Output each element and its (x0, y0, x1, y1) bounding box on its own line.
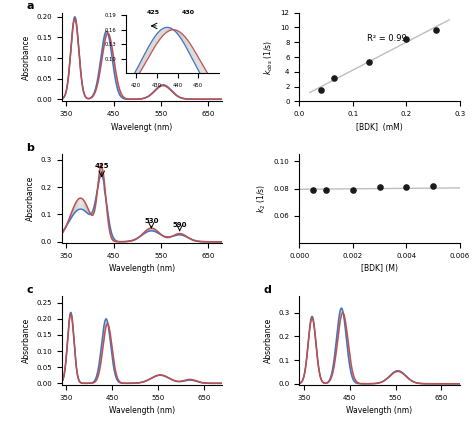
X-axis label: Wavelength (nm): Wavelength (nm) (109, 406, 175, 415)
Text: a: a (26, 1, 34, 11)
Point (317, 86, 324, 93)
X-axis label: Wavelength (nm): Wavelength (nm) (109, 264, 175, 273)
Y-axis label: $k_2$ (1/s): $k_2$ (1/s) (255, 184, 268, 214)
Y-axis label: Absorbance: Absorbance (22, 318, 31, 363)
Text: R² = 0.99: R² = 0.99 (367, 34, 406, 43)
Text: 590: 590 (173, 222, 187, 228)
X-axis label: Wavelength (nm): Wavelength (nm) (346, 406, 412, 415)
Point (330, 74, 338, 81)
Text: 530: 530 (144, 218, 159, 224)
Point (309, 187, 317, 193)
Point (376, 184, 383, 191)
Text: c: c (26, 285, 33, 295)
X-axis label: Wavelengt (nm): Wavelengt (nm) (111, 123, 173, 132)
Y-axis label: Absorbance: Absorbance (22, 34, 31, 80)
Point (349, 187, 356, 193)
Text: 425: 425 (94, 162, 109, 169)
Text: d: d (264, 285, 272, 295)
Y-axis label: Absorbance: Absorbance (264, 318, 273, 363)
Point (402, 184, 410, 191)
Text: b: b (26, 143, 34, 153)
X-axis label: [BDK]  (mM): [BDK] (mM) (356, 123, 403, 132)
Point (365, 59, 373, 66)
X-axis label: [BDK] (M): [BDK] (M) (361, 264, 398, 273)
Point (322, 187, 330, 193)
Y-axis label: Absorbance: Absorbance (26, 176, 35, 221)
Point (432, 26, 439, 33)
Point (429, 182, 437, 189)
Y-axis label: $k_{obs}$ (1/s): $k_{obs}$ (1/s) (263, 39, 275, 74)
Point (402, 35, 410, 42)
